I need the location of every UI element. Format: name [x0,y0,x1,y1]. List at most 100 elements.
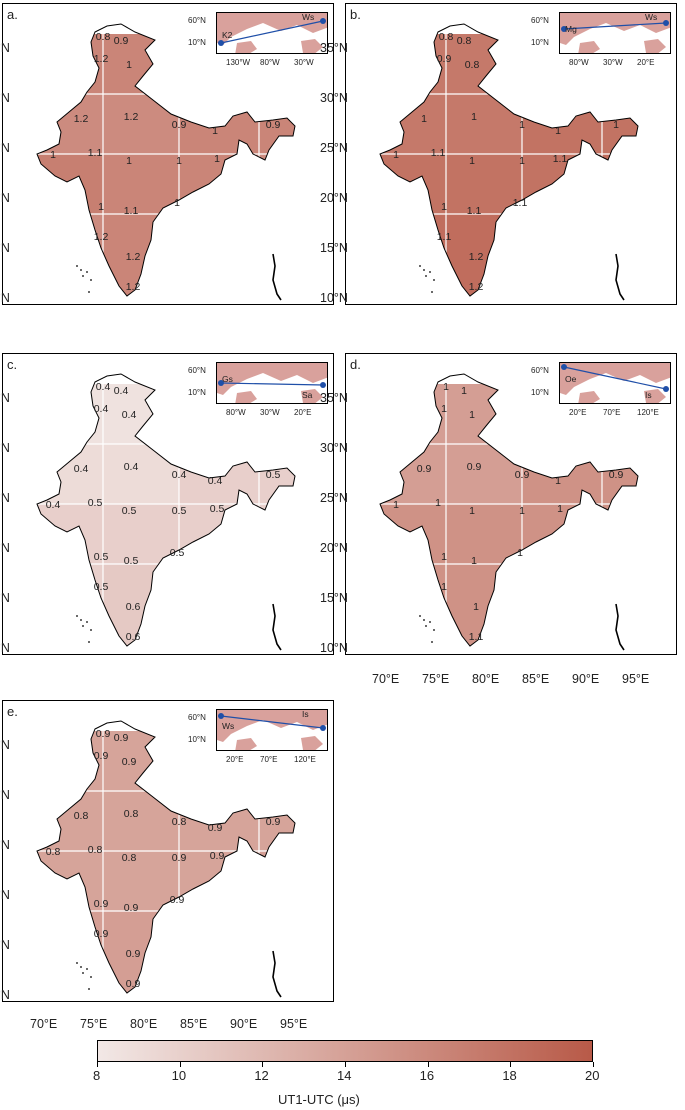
cell-value-label: 1 [441,201,447,213]
inset-lat-tick: 10°N [188,388,206,397]
cell-value-label: 1 [98,201,104,213]
cell-value-label: 0.5 [94,581,109,593]
colorbar-tick-mark [179,1062,181,1067]
cell-value-label: 0.6 [126,601,141,613]
island-dot [76,265,78,267]
grid-cell [259,504,295,564]
cell-value-label: 0.8 [172,816,187,828]
island-dot [90,279,92,281]
cell-value-label: 0.9 [114,35,129,47]
inset-frame [559,12,671,54]
lat-tick-label: 35°N [320,391,348,405]
cell-value-label: 0.4 [208,475,223,487]
cell-value-label: 0.5 [88,497,103,509]
lat-tick-label: 15°N [320,591,348,605]
inset-lon-tick: 70°E [260,755,278,764]
island-dot [429,271,431,273]
inset-frame [216,362,328,404]
cell-value-label: 0.5 [94,551,109,563]
grid-cell [380,444,446,504]
grid-cell [446,504,522,564]
lon-tick-label: 90°E [572,672,600,686]
station-marker [218,713,224,719]
inset-frame [216,12,328,54]
cell-value-label: 1.1 [513,197,528,209]
lat-tick-label: 15°N [0,241,10,255]
grid-cell [103,504,179,564]
cell-value-label: 0.8 [74,810,89,822]
map-panel-e: 0.9 0.9 0.9 0.9 0.8 0.8 0.8 0.9 0.9 0.8 0.8 0.8 0.9 0… [2,700,334,1002]
grid-cell [380,564,446,646]
island-dot [423,619,425,621]
cell-value-label: 0.4 [74,463,89,475]
andaman-islands [615,253,625,301]
lat-tick-label: 25°N [320,141,348,155]
grid-cell [103,564,179,646]
lat-tick-label: 10°N [320,641,348,655]
cell-value-label: 1 [214,153,220,165]
colorbar-tick-label: 14 [337,1068,352,1083]
cell-value-label: 0.5 [266,469,281,481]
lat-tick-label: 30°N [0,788,10,802]
cell-value-label: 0.9 [172,119,187,131]
island-dot [86,621,88,623]
inset-lon-tick: 20°E [569,408,587,417]
cell-value-label: 0.5 [170,547,185,559]
island-dot [419,265,421,267]
inset-frame [559,362,671,404]
grid-cell [602,94,638,154]
lat-tick-label: 35°N [0,391,10,405]
grid-cell [522,444,602,504]
inset-lon-tick: 30°W [260,408,280,417]
inset-lon-tick: 20°E [294,408,312,417]
andaman-islands [272,950,282,998]
inset-lon-tick: 20°E [637,58,655,67]
cell-value-label: 0.9 [170,894,185,906]
baseline-arc [220,715,324,729]
cell-value-label: 1.2 [124,111,139,123]
colorbar-tick-label: 18 [502,1068,517,1083]
lat-tick-label: 25°N [0,838,10,852]
island-dot [425,625,427,627]
cell-value-label: 1 [50,149,56,161]
island-dot [423,269,425,271]
inset-lon-tick: 80°W [260,58,280,67]
lat-tick-label: 10°N [0,641,10,655]
inset-lon-tick: 130°W [226,58,251,67]
island-dot [419,615,421,617]
cell-value-label: 1.2 [74,113,89,125]
lat-tick-label: 15°N [320,241,348,255]
grid-cell [259,154,295,214]
cell-value-label: 0.9 [114,732,129,744]
grid-cell [179,791,259,851]
lat-tick-label: 25°N [0,141,10,155]
grid-cell [522,94,602,154]
grid-cell [602,504,638,564]
cell-value-label: 1 [393,499,399,511]
cell-value-label: 0.9 [208,822,223,834]
station-marker [561,26,567,32]
grid-cell [259,564,295,646]
cell-value-label: 1 [421,113,427,125]
baseline-arc [563,366,667,390]
island-dot [80,269,82,271]
lat-tick-label: 30°N [320,91,348,105]
cell-value-label: 0.6 [126,631,141,643]
lon-tick-label: 70°E [372,672,400,686]
cell-value-label: 1 [435,497,441,509]
cell-value-label: 0.9 [467,461,482,473]
cell-value-label: 0.5 [122,505,137,517]
cell-value-label: 1.2 [469,281,484,293]
cell-value-label: 1 [212,125,218,137]
inset-frame [216,709,328,751]
lon-tick-label: 75°E [80,1017,108,1031]
cell-value-label: 0.5 [124,555,139,567]
cell-value-label: 1 [469,155,475,167]
grid-cell [446,214,522,296]
cell-value-label: 0.4 [96,381,111,393]
lon-tick-label: 80°E [472,672,500,686]
india-outline [36,23,296,297]
island-dot [88,988,90,990]
cell-value-label: 0.9 [126,948,141,960]
